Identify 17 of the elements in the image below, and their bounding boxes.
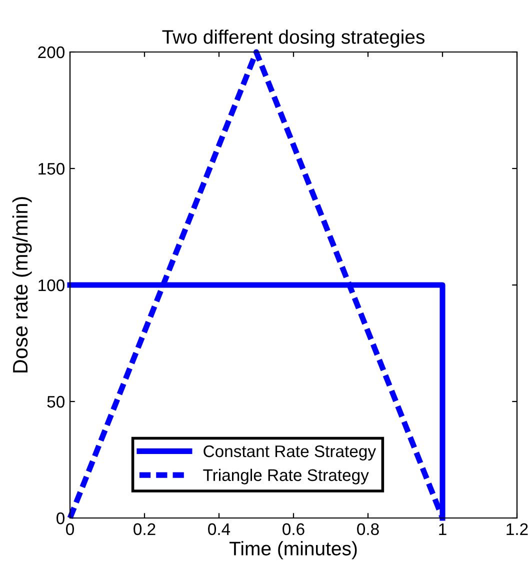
x-tick-label: 1 — [439, 523, 446, 535]
y-tick-label: 150 — [38, 162, 64, 175]
legend-label: Constant Rate Strategy — [204, 445, 376, 460]
y-tick-label: 50 — [47, 396, 64, 408]
y-tick-label: 200 — [38, 46, 64, 58]
y-tick-label: 100 — [38, 279, 64, 292]
x-tick-label: 0.8 — [357, 523, 379, 536]
x-tick-label: 1.2 — [506, 523, 528, 535]
y-tick-label: 0 — [56, 512, 64, 524]
x-tick-label: 0.4 — [208, 523, 230, 536]
x-axis-title: Time (minutes) — [229, 541, 357, 560]
y-axis-title: Dose rate (mg/min) — [12, 197, 32, 372]
x-tick-label: 0.6 — [282, 523, 304, 536]
x-tick-label: 0.2 — [134, 523, 156, 536]
x-tick-label: 0 — [66, 523, 74, 536]
chart-title: Two different dosing strategies — [162, 30, 424, 48]
legend-label: Triangle Rate Strategy — [203, 468, 369, 484]
